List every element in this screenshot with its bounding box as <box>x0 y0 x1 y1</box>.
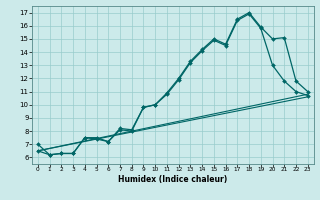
X-axis label: Humidex (Indice chaleur): Humidex (Indice chaleur) <box>118 175 228 184</box>
